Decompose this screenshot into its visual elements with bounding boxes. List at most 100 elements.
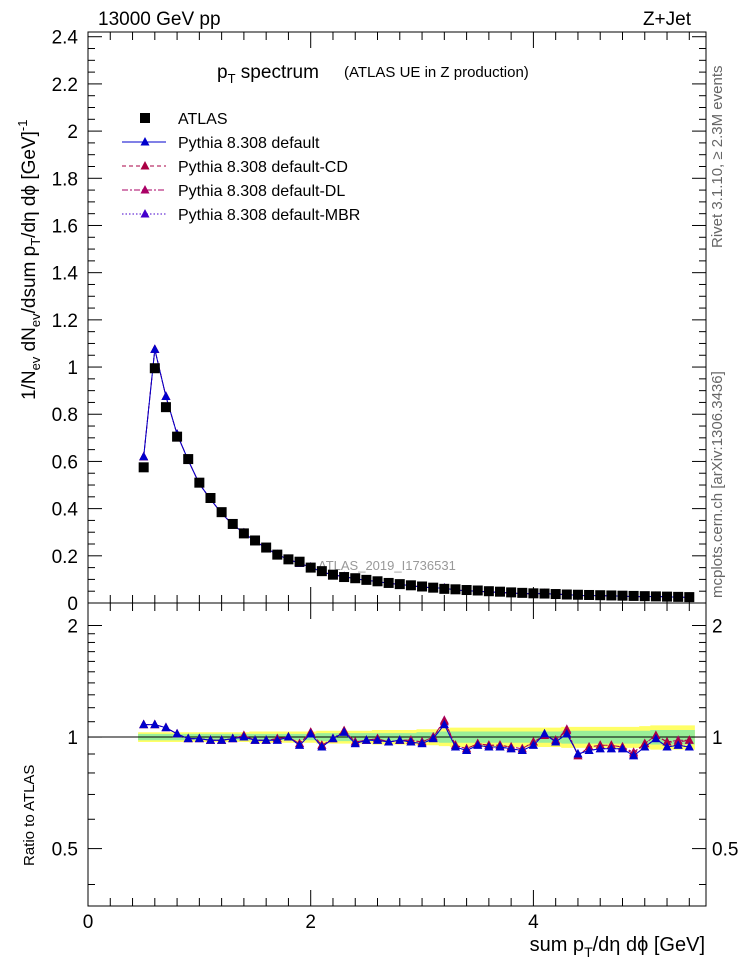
- data-point: [617, 590, 628, 601]
- data-point: [405, 580, 416, 591]
- x-tick-label: 2: [305, 912, 316, 933]
- data-point: [417, 581, 428, 592]
- ratio-point: [517, 745, 527, 754]
- main-y-tick-label: 0.2: [52, 547, 78, 568]
- data-point: [439, 583, 450, 594]
- data-point: [339, 572, 350, 583]
- ratio-point: [395, 735, 405, 744]
- plot-title-note: (ATLAS UE in Z production): [344, 64, 529, 81]
- data-point: [183, 454, 194, 465]
- series-atlas: [138, 363, 695, 603]
- ratio-point: [684, 735, 694, 744]
- data-point: [205, 493, 216, 504]
- ratio-point: [228, 733, 238, 743]
- main-y-axis: 0 0.2 0.4 0.6 0.8 1 1.2 1.4 1.6 1.8 2 2.2 2.4: [52, 28, 706, 615]
- main-y-tick-label: 1.6: [52, 216, 78, 237]
- data-point: [495, 586, 505, 597]
- ratio-point: [328, 733, 338, 743]
- ratio-point: [239, 732, 249, 741]
- ratio-plot-series: [139, 715, 694, 760]
- ratio-point: [473, 740, 483, 749]
- data-point: [572, 589, 583, 600]
- data-point: [461, 585, 472, 596]
- ratio-point: [595, 743, 605, 753]
- data-point: [261, 542, 272, 553]
- data-point: [684, 592, 695, 603]
- data-point: [294, 556, 305, 567]
- ratio-y-tick-label: 1: [67, 728, 78, 749]
- ratio-y-tick-label: 2: [67, 616, 78, 637]
- data-point: [394, 579, 405, 590]
- ratio-y-tick-label: 0.5: [52, 840, 78, 861]
- ratio-point: [272, 735, 282, 744]
- data-point: [361, 574, 372, 585]
- legend-item: Pythia 8.308 default: [122, 135, 320, 152]
- ratio-point: [161, 722, 171, 732]
- data-point: [550, 589, 561, 600]
- ratio-point: [306, 728, 316, 738]
- data-point: [383, 577, 394, 588]
- ratio-point: [417, 738, 427, 748]
- ratio-point: [428, 733, 438, 743]
- data-point: [139, 451, 149, 461]
- ratio-y-tick-label-right: 2: [712, 616, 723, 637]
- data-point: [662, 591, 673, 602]
- legend-marker: [140, 185, 150, 194]
- data-point: [316, 566, 327, 577]
- data-point: [238, 528, 249, 539]
- ratio-point: [295, 740, 305, 749]
- main-y-tick-label: 0.6: [52, 452, 78, 473]
- legend: ATLAS Pythia 8.308 default Pythia 8.308 de…: [122, 111, 360, 224]
- data-point: [584, 589, 595, 600]
- main-y-axis-label: 1/Nev dNev/dsum pT/dη dϕ [GeV]-1: [15, 120, 43, 401]
- main-y-tick-label: 0.4: [52, 500, 79, 521]
- data-point: [172, 431, 183, 442]
- ratio-plot-frame: [87, 602, 707, 907]
- rivet-label: Rivet 3.1.10, ≥ 2.3M events: [709, 66, 726, 249]
- ratio-point: [629, 750, 639, 760]
- legend-marker: [140, 113, 150, 123]
- x-tick-label: 0: [83, 912, 94, 933]
- data-point: [216, 507, 227, 518]
- ratio-point: [462, 745, 472, 754]
- ratio-point: [339, 727, 349, 736]
- legend-label: Pythia 8.308 default-CD: [178, 159, 348, 176]
- data-point: [450, 584, 461, 595]
- data-point: [372, 576, 383, 587]
- data-point: [628, 590, 639, 601]
- ratio-point: [384, 736, 394, 746]
- data-point: [327, 569, 338, 580]
- legend-label: Pythia 8.308 default: [178, 135, 320, 152]
- data-point: [506, 587, 517, 598]
- legend-label: Pythia 8.308 default-DL: [178, 183, 345, 200]
- ratio-point: [551, 736, 561, 746]
- data-point: [138, 462, 149, 473]
- data-point: [595, 590, 606, 601]
- data-point: [250, 535, 261, 546]
- legend-label: Pythia 8.308 default-MBR: [178, 207, 360, 224]
- ratio-point: [606, 743, 616, 753]
- main-y-tick-label: 1.8: [52, 169, 78, 190]
- ratio-point: [361, 735, 371, 744]
- ratio-point: [484, 742, 494, 751]
- ratio-point: [172, 728, 182, 738]
- data-point: [472, 585, 483, 596]
- data-point: [350, 573, 361, 584]
- data-point: [561, 589, 572, 600]
- ratio-point: [617, 743, 627, 753]
- data-point: [227, 518, 238, 529]
- ratio-point: [640, 742, 650, 751]
- main-y-tick-label: 0.8: [52, 405, 78, 426]
- ratio-point: [495, 742, 505, 751]
- analysis-watermark: ATLAS_2019_I1736531: [318, 558, 456, 573]
- ratio-point: [528, 740, 538, 749]
- legend-item: Pythia 8.308 default-MBR: [122, 207, 360, 224]
- data-point: [528, 588, 539, 599]
- legend-label: ATLAS: [178, 111, 228, 128]
- data-point: [606, 590, 617, 601]
- x-axis: 0 2 4: [83, 32, 690, 933]
- ratio-point: [562, 728, 572, 738]
- main-y-tick-label: 2.2: [52, 75, 78, 96]
- data-point: [517, 587, 528, 598]
